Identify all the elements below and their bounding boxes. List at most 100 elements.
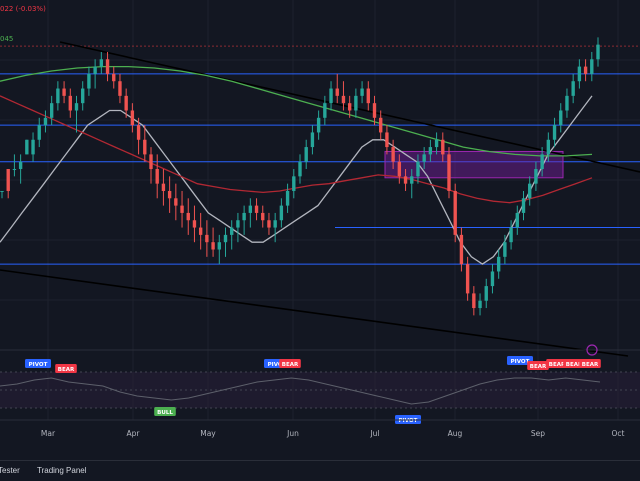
x-axis: Mar Apr May Jun Jul Aug Sep Oct — [0, 419, 640, 438]
badge-bear — [55, 364, 77, 373]
candle-body — [81, 88, 85, 104]
candle-body — [540, 154, 544, 170]
candle-body — [0, 190, 4, 192]
ma-readout-value: 045 — [0, 35, 14, 43]
candle-body — [49, 103, 54, 118]
trendline-lower — [0, 269, 629, 357]
candle-body — [316, 117, 321, 133]
candle-body — [105, 59, 110, 74]
candle-body — [161, 183, 166, 191]
ma-line-ma_fast — [0, 95, 593, 265]
candle-body — [478, 300, 482, 309]
badge-bear — [546, 359, 568, 368]
x-tick-label: Mar — [41, 429, 56, 438]
tab-trading-panel[interactable]: Trading Panel — [37, 466, 87, 475]
candle-body — [174, 198, 178, 206]
candle-body — [397, 161, 402, 177]
candle-body — [167, 190, 172, 199]
candle-body — [25, 139, 29, 155]
candle-body — [559, 110, 563, 126]
candle-body — [261, 212, 265, 221]
badge-pivot — [507, 356, 533, 365]
candle-body — [521, 198, 526, 213]
candle-body — [341, 95, 346, 104]
candle-body — [490, 271, 495, 287]
candle-body — [503, 242, 507, 257]
ma-line-ma_slow — [0, 65, 593, 157]
candle-body — [583, 66, 588, 74]
badge-label: BEAR — [549, 362, 566, 368]
candle-body — [248, 205, 253, 213]
candle-body — [43, 117, 48, 126]
candle-body — [515, 212, 519, 228]
candle-body — [546, 139, 551, 155]
candle-body — [37, 125, 41, 140]
candle-body — [279, 205, 284, 221]
candle-body — [465, 264, 470, 294]
candle-body — [372, 103, 377, 118]
candle-body — [143, 139, 147, 155]
x-tick-label: Jul — [369, 429, 379, 438]
x-tick-label: Apr — [127, 429, 141, 438]
candle-body — [416, 161, 420, 177]
candle-body — [298, 161, 302, 177]
badge-bear — [579, 359, 601, 368]
x-tick-label: May — [200, 429, 216, 438]
candle-body — [472, 293, 476, 309]
candle-body — [484, 286, 488, 301]
candle-body — [217, 242, 221, 250]
candle-body — [528, 183, 532, 199]
candle-body — [552, 125, 557, 140]
candle-body — [403, 176, 408, 184]
badge-pivot — [25, 359, 51, 368]
candle-body — [285, 190, 290, 206]
x-tick-label: Oct — [612, 429, 625, 438]
candle-body — [447, 154, 451, 191]
badge-label: PIVOT — [399, 418, 418, 424]
candles — [0, 37, 600, 316]
candle-body — [236, 220, 240, 228]
badge-label: BEAR — [566, 362, 583, 368]
candle-body — [329, 88, 333, 104]
candle-body — [56, 88, 60, 104]
candle-body — [354, 95, 358, 111]
alert-icon — [586, 344, 598, 356]
badge-label: BULL — [157, 410, 173, 416]
badge-label: PIVOT — [29, 362, 48, 368]
candle-body — [366, 88, 370, 104]
candle-body — [347, 103, 352, 111]
badge-label: BEAR — [58, 367, 75, 373]
candle-body — [391, 147, 395, 162]
candle-body — [422, 154, 426, 162]
candle-body — [192, 220, 197, 228]
candle-body — [118, 81, 122, 96]
ma-line-ma_mid — [0, 95, 593, 204]
moving-averages — [0, 65, 593, 265]
badge-label: PIVOT — [268, 362, 287, 368]
candle-body — [441, 139, 445, 155]
candle-body — [99, 59, 104, 67]
candle-body — [230, 227, 234, 235]
price-change-prefix: 022 — [0, 5, 16, 13]
x-tick-label: Jun — [286, 429, 299, 438]
candle-body — [434, 139, 439, 148]
candle-body — [31, 139, 35, 155]
bottom-toolbar: Tester Trading Panel — [0, 460, 640, 481]
tab-strategy-tester[interactable]: Tester — [0, 466, 20, 475]
candle-body — [124, 95, 128, 111]
candle-body — [74, 103, 79, 111]
candle-body — [93, 66, 97, 74]
badge-bear — [527, 361, 549, 370]
x-tick-label: Aug — [448, 429, 463, 438]
candle-body — [198, 227, 203, 235]
candle-body — [496, 256, 501, 272]
ma-readout: 045 — [0, 35, 13, 43]
candle-body — [6, 169, 10, 191]
badge-label: BEAR — [582, 362, 599, 368]
candle-body — [62, 88, 66, 96]
candle-body — [68, 95, 72, 111]
candle-body — [18, 161, 23, 170]
candle-body — [304, 147, 308, 162]
candle-body — [136, 125, 141, 140]
